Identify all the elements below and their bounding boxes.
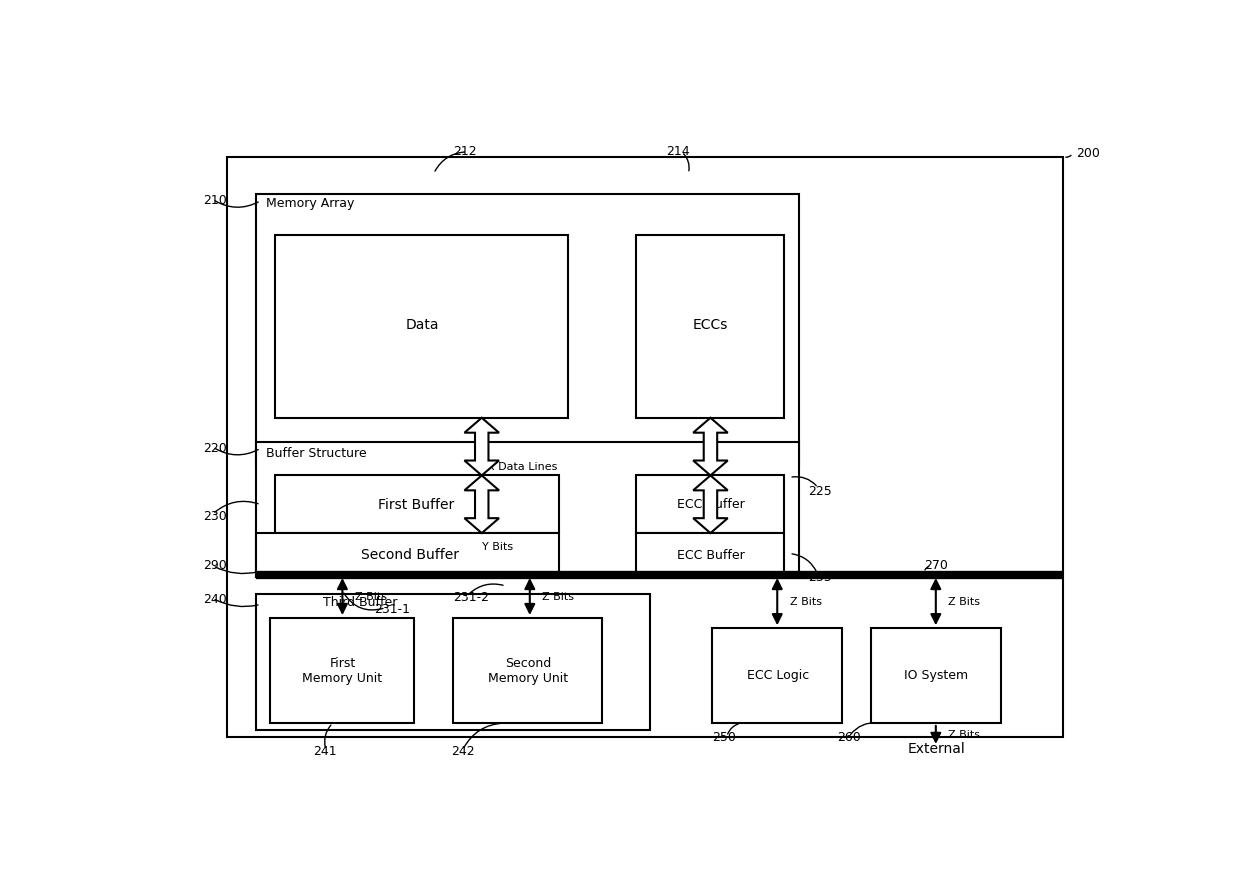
Bar bbox=[712, 628, 842, 723]
Bar bbox=[227, 157, 1063, 737]
Text: ECCs: ECCs bbox=[693, 318, 728, 332]
Text: Data: Data bbox=[405, 318, 439, 332]
Text: 270: 270 bbox=[924, 559, 947, 572]
Text: ECC Buffer: ECC Buffer bbox=[677, 498, 744, 511]
Bar bbox=[275, 476, 558, 533]
Bar bbox=[635, 533, 785, 577]
Text: 240: 240 bbox=[203, 593, 227, 606]
Text: Z Bits: Z Bits bbox=[949, 729, 981, 740]
Text: X Data Lines: X Data Lines bbox=[486, 462, 557, 471]
Text: Y Bits: Y Bits bbox=[481, 542, 513, 552]
Text: Z Bits: Z Bits bbox=[355, 591, 387, 602]
Bar bbox=[255, 533, 558, 577]
Text: 220: 220 bbox=[203, 441, 227, 455]
Text: 212: 212 bbox=[453, 145, 476, 159]
Text: Third Buffer: Third Buffer bbox=[324, 596, 398, 609]
Polygon shape bbox=[693, 476, 728, 533]
Text: ECC Buffer: ECC Buffer bbox=[677, 549, 744, 562]
Text: 242: 242 bbox=[451, 745, 475, 758]
Text: Z Bits: Z Bits bbox=[542, 591, 574, 602]
Text: Memory Array: Memory Array bbox=[265, 197, 353, 211]
Bar bbox=[255, 441, 799, 577]
Bar bbox=[635, 234, 785, 418]
Text: 290: 290 bbox=[203, 559, 227, 572]
Text: 231-2: 231-2 bbox=[453, 591, 489, 604]
Bar bbox=[275, 234, 568, 418]
Text: Buffer Structure: Buffer Structure bbox=[265, 447, 366, 460]
Polygon shape bbox=[465, 476, 498, 533]
Text: 231-1: 231-1 bbox=[374, 603, 410, 616]
Text: 250: 250 bbox=[712, 731, 737, 744]
Text: ECC Logic: ECC Logic bbox=[746, 669, 808, 682]
Bar bbox=[635, 476, 785, 533]
Text: 225: 225 bbox=[808, 485, 832, 498]
Text: IO System: IO System bbox=[904, 669, 968, 682]
Text: First
Memory Unit: First Memory Unit bbox=[303, 657, 382, 685]
Bar bbox=[453, 618, 601, 723]
Text: 210: 210 bbox=[203, 194, 227, 207]
Text: Second Buffer: Second Buffer bbox=[361, 549, 459, 562]
Text: 260: 260 bbox=[837, 731, 861, 744]
Bar bbox=[255, 194, 799, 465]
Bar bbox=[255, 594, 650, 729]
Text: Second
Memory Unit: Second Memory Unit bbox=[487, 657, 568, 685]
Text: 214: 214 bbox=[666, 145, 689, 159]
Text: 200: 200 bbox=[1075, 147, 1100, 159]
Text: Z Bits: Z Bits bbox=[790, 596, 822, 607]
Text: 235: 235 bbox=[808, 571, 832, 584]
Polygon shape bbox=[465, 418, 498, 476]
Text: External: External bbox=[908, 742, 965, 756]
Text: 230: 230 bbox=[203, 509, 227, 522]
Text: First Buffer: First Buffer bbox=[378, 498, 455, 512]
Polygon shape bbox=[693, 418, 728, 476]
Bar bbox=[270, 618, 414, 723]
Text: 241: 241 bbox=[314, 745, 337, 758]
Text: Z Bits: Z Bits bbox=[949, 596, 981, 607]
Bar bbox=[870, 628, 1001, 723]
